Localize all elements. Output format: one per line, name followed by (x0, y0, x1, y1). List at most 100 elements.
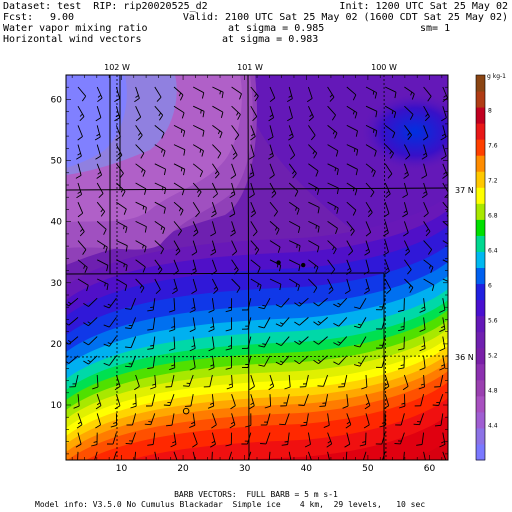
wind-barb (212, 125, 223, 139)
wind-barb (308, 201, 320, 214)
colorbar-swatch (476, 299, 485, 317)
wind-barb (135, 144, 145, 159)
wind-barb (183, 374, 194, 387)
wind-barb (248, 144, 255, 160)
wind-barb (423, 240, 433, 255)
wind-barb (421, 182, 428, 199)
wind-barb (307, 451, 312, 460)
wind-barb (192, 163, 204, 177)
wind-barb (116, 278, 128, 292)
wind-barb (346, 240, 354, 256)
colorbar-swatch (476, 395, 485, 413)
colorbar-unit: g kg-1 (487, 73, 506, 80)
wind-barb (116, 240, 128, 252)
wind-barb (275, 317, 290, 327)
wind-barb (346, 144, 359, 156)
wind-barb (135, 106, 142, 122)
wind-barb (402, 202, 409, 218)
wind-barb (288, 221, 301, 234)
wind-barb (294, 317, 309, 326)
wind-barb (96, 201, 106, 217)
wind-barb (434, 374, 444, 388)
wind-barb (225, 317, 233, 332)
wind-barb (385, 86, 397, 99)
wind-barb (384, 125, 396, 139)
wind-barb (92, 374, 99, 390)
wind-barb (327, 105, 336, 121)
wind-barb (398, 298, 405, 312)
wind-barb (154, 221, 166, 234)
wind-barb (353, 336, 367, 348)
wind-barb (346, 105, 358, 119)
wind-barb (103, 317, 117, 328)
wind-barb (398, 355, 405, 370)
wind-barb (384, 144, 394, 159)
wind-barb (267, 125, 274, 141)
wind-barb (192, 432, 198, 448)
wind-barb (395, 413, 405, 426)
wind-barb (77, 125, 83, 141)
wind-barb (404, 86, 415, 100)
wind-barb (211, 182, 219, 199)
colorbar-swatch (476, 283, 485, 301)
wind-barb (413, 413, 425, 426)
wind-barb (378, 451, 386, 460)
wind-barb (229, 202, 236, 218)
wind-barb (192, 451, 196, 460)
wind-barb (96, 86, 103, 103)
wind-barb (269, 278, 282, 291)
wind-barb (170, 432, 177, 448)
wind-barb (365, 124, 378, 137)
colorbar-swatch (476, 91, 485, 108)
x-tick-label: 40 (301, 464, 313, 474)
wind-barb (225, 432, 233, 447)
wind-barb (210, 432, 216, 448)
wind-barb (414, 394, 425, 407)
wind-barb (288, 182, 299, 197)
political-boundaries (66, 75, 448, 460)
wind-barb (191, 278, 198, 294)
wind-barb (423, 451, 426, 460)
wind-barb (418, 374, 425, 390)
wind-barb (229, 413, 236, 429)
wind-barb (110, 451, 117, 460)
wind-barb (211, 413, 217, 429)
wind-barb (258, 355, 271, 367)
wind-barb (212, 278, 219, 295)
wind-barb (169, 336, 176, 351)
wind-barb (154, 86, 162, 102)
wind-barb (268, 106, 275, 122)
wind-barb (333, 317, 348, 327)
wind-barb (404, 259, 412, 275)
wind-barb (299, 374, 309, 388)
wind-barb (211, 451, 213, 460)
wind-barb (231, 86, 242, 100)
wind-barb (248, 163, 255, 179)
wind-barb (116, 221, 128, 234)
colorbar: 8 7.6 7.2 6.8 6.4 6 5.6 5.2 4.8 4.4 (475, 74, 498, 461)
field1-smoothing: sm= 1 (420, 23, 451, 34)
colorbar-label: 7.6 (488, 143, 498, 150)
wind-barb (327, 86, 335, 102)
wind-barb (308, 220, 320, 233)
colorbar-swatch (476, 347, 485, 365)
wind-barb (173, 86, 184, 101)
x-tick-label: 30 (239, 464, 251, 474)
wind-barb (361, 374, 368, 390)
wind-barb (421, 163, 428, 179)
wind-barb (258, 336, 271, 348)
wind-barb (365, 105, 378, 118)
wind-barb (189, 317, 196, 333)
wind-barb (225, 336, 233, 351)
wind-barb (250, 240, 260, 255)
wind-barb (327, 201, 339, 214)
wind-barb (173, 182, 185, 196)
wind-barb (308, 125, 316, 141)
wind-barb (173, 240, 181, 256)
y-tick-label: 20 (51, 340, 63, 350)
wind-barb (307, 106, 314, 122)
wind-barb (288, 201, 300, 215)
wind-barb (73, 394, 80, 409)
x-tick-label: 60 (424, 464, 436, 474)
